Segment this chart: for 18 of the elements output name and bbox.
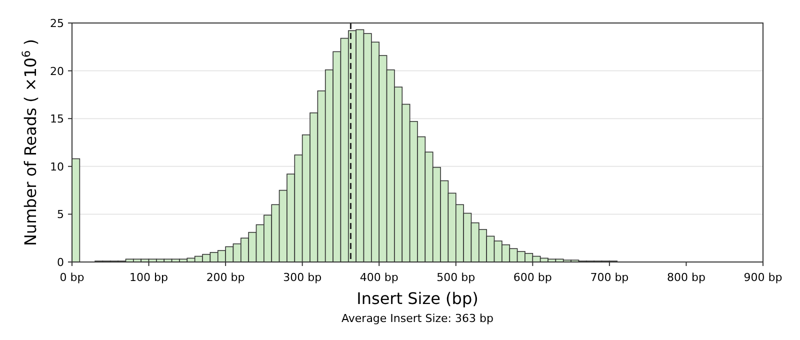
x-axis-title: Insert Size (bp) <box>356 289 478 308</box>
x-tick-label: 100 bp <box>130 271 168 284</box>
x-tick-label: 300 bp <box>283 271 322 284</box>
y-tick-label: 0 <box>57 256 64 269</box>
y-tick-label: 25 <box>50 17 64 30</box>
y-tick-label: 20 <box>50 64 64 78</box>
x-tick-label: 900 bp <box>744 271 782 284</box>
x-tick-label: 0 bp <box>60 271 84 284</box>
x-tick-label: 500 bp <box>436 271 476 284</box>
y-tick-label: 15 <box>50 112 64 126</box>
x-tick-label: 800 bp <box>666 271 706 284</box>
x-tick-label: 200 bp <box>206 271 245 284</box>
text: Average Insert Size: 363 bp <box>342 312 494 325</box>
y-tick-label: 5 <box>57 208 64 222</box>
x-tick-label: 400 bp <box>360 271 398 284</box>
x-tick-label: 600 bp <box>513 271 552 284</box>
x-tick-label: 700 bp <box>590 271 629 284</box>
y-tick-label: 10 <box>50 160 64 174</box>
